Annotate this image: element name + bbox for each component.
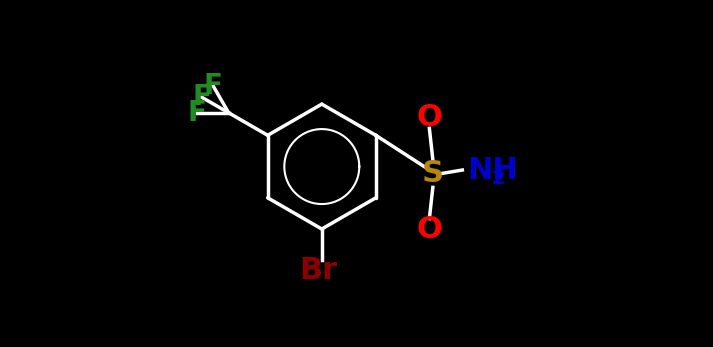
Text: F: F [193, 83, 211, 111]
Text: S: S [422, 159, 443, 188]
Text: 2: 2 [492, 169, 506, 188]
Text: Br: Br [299, 256, 337, 285]
Text: O: O [416, 214, 442, 244]
Text: O: O [416, 103, 442, 133]
Text: F: F [188, 99, 207, 127]
Text: NH: NH [468, 155, 518, 185]
Text: F: F [204, 72, 222, 100]
